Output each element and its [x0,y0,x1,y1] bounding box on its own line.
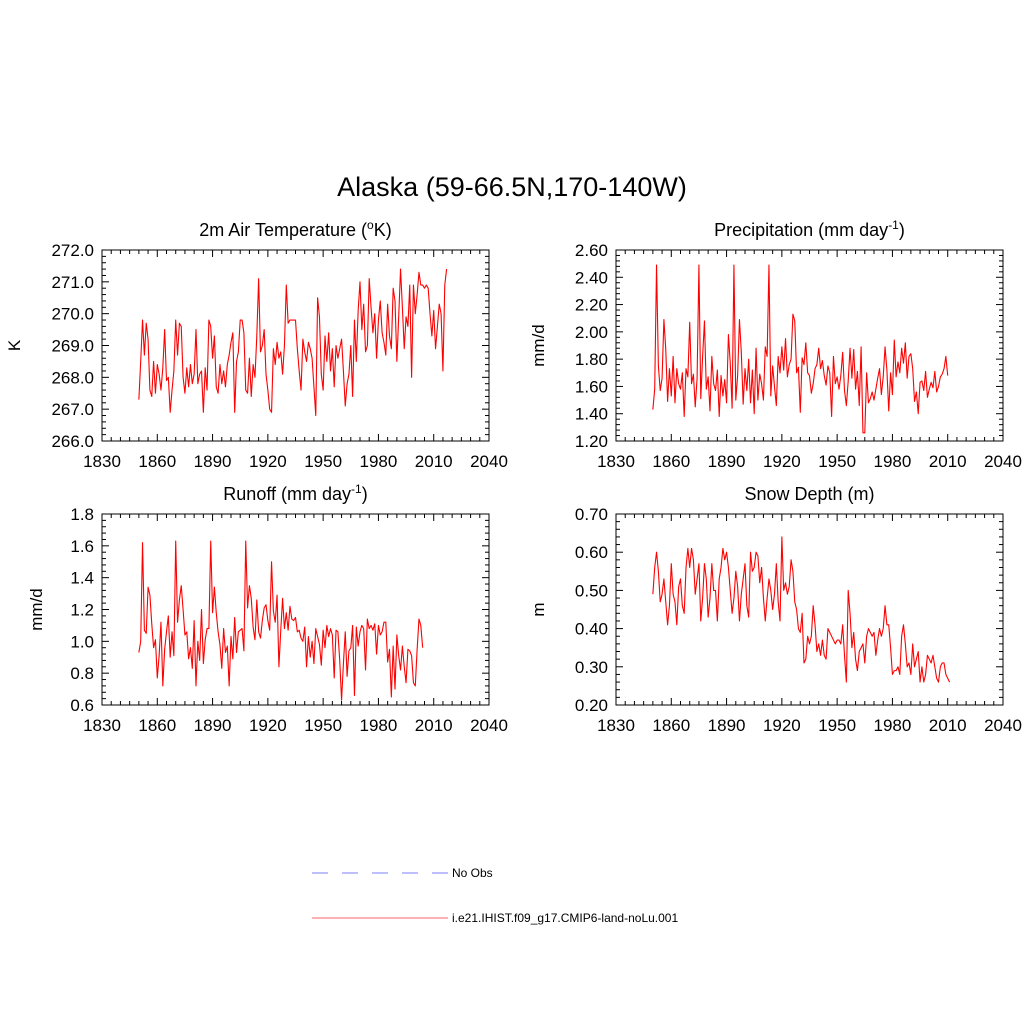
y-tick-label: 0.50 [575,581,608,600]
plot-frame [615,513,1004,706]
plot-frame [615,249,1004,442]
x-tick-label: 1920 [249,716,287,735]
x-tick-label: 1830 [83,452,121,471]
y-axis-label: K [5,339,24,351]
panel-title: Precipitation (mm day-1) [714,218,905,240]
x-tick-label: 1950 [818,452,856,471]
y-tick-label: 0.60 [575,543,608,562]
plot-frame [101,513,490,706]
y-tick-label: 0.20 [575,696,608,715]
x-tick-label: 1950 [818,716,856,735]
x-tick-label: 1980 [874,452,912,471]
x-tick-label: 1890 [194,716,232,735]
series-line [652,536,951,683]
x-tick-label: 1890 [708,716,746,735]
x-tick-label: 1860 [138,716,176,735]
x-tick-label: 1950 [304,716,342,735]
x-tick-label: 2040 [984,452,1022,471]
y-tick-label: 271.0 [51,273,94,292]
panel-title: Snow Depth (m) [744,484,874,504]
chart-panel-3: 1830 1860 1890 1920 1950 1980 2010 2040 0.6 0.8 1.… [27,482,508,735]
legend-label: i.e21.IHIST.f09_g17.CMIP6-land-noLu.001 [452,911,678,925]
x-tick-label: 1860 [138,452,176,471]
x-tick-label: 2010 [415,716,453,735]
x-tick-label: 2040 [984,716,1022,735]
y-tick-label: 1.80 [575,350,608,369]
chart-panel-4: 1830 1860 1890 1920 1950 1980 2010 2040 0.20 0.30… [529,484,1022,735]
y-tick-label: 0.40 [575,620,608,639]
y-tick-label: 267.0 [51,400,94,419]
y-axis-label: mm/d [529,324,548,367]
x-tick-label: 1830 [597,452,635,471]
y-tick-label: 0.30 [575,658,608,677]
y-tick-label: 0.70 [575,505,608,524]
x-tick-label: 1950 [304,452,342,471]
y-tick-label: 1.60 [575,377,608,396]
x-tick-label: 2010 [929,452,967,471]
y-tick-label: 0.6 [70,696,94,715]
panel-title: Runoff (mm day-1) [223,482,367,504]
y-tick-label: 270.0 [51,305,94,324]
x-tick-label: 1830 [597,716,635,735]
y-axis-label: mm/d [27,588,46,631]
x-tick-label: 1920 [249,452,287,471]
series-line [652,264,949,434]
plot-frame [101,249,490,442]
y-tick-label: 272.0 [51,241,94,260]
y-tick-label: 1.4 [70,569,94,588]
panel-title: 2m Air Temperature (oK) [199,218,391,240]
x-tick-label: 1980 [360,452,398,471]
y-tick-label: 2.00 [575,323,608,342]
y-tick-label: 269.0 [51,337,94,356]
y-tick-label: 1.6 [70,537,94,556]
y-tick-label: 268.0 [51,368,94,387]
y-tick-label: 1.20 [575,432,608,451]
x-tick-label: 2040 [470,716,508,735]
y-tick-label: 0.8 [70,664,94,683]
y-axis-label: m [529,602,548,616]
x-tick-label: 1860 [652,452,690,471]
figure-title: Alaska (59-66.5N,170-140W) [337,172,687,202]
x-tick-label: 2010 [415,452,453,471]
x-tick-label: 1920 [763,716,801,735]
y-tick-label: 1.2 [70,601,94,620]
panels: 1830 1860 1890 1920 1950 1980 2010 2040 266.0 267… [5,218,1022,735]
x-tick-label: 2040 [470,452,508,471]
x-tick-label: 1860 [652,716,690,735]
series-line [138,268,448,417]
x-tick-label: 1890 [708,452,746,471]
chart-panel-2: 1830 1860 1890 1920 1950 1980 2010 2040 1.20 1.40… [529,218,1022,471]
y-tick-label: 1.40 [575,405,608,424]
series-line [138,540,424,701]
x-tick-label: 1980 [360,716,398,735]
y-tick-label: 266.0 [51,432,94,451]
x-tick-label: 1980 [874,716,912,735]
y-tick-label: 2.40 [575,268,608,287]
y-tick-label: 2.20 [575,296,608,315]
y-tick-label: 1.8 [70,505,94,524]
x-tick-label: 1920 [763,452,801,471]
chart-panel-1: 1830 1860 1890 1920 1950 1980 2010 2040 266.0 267… [5,218,508,471]
x-tick-label: 1890 [194,452,232,471]
x-tick-label: 1830 [83,716,121,735]
legend: No Obs i.e21.IHIST.f09_g17.CMIP6-land-noL… [312,866,678,925]
x-tick-label: 2010 [929,716,967,735]
legend-label: No Obs [452,866,493,880]
y-tick-label: 2.60 [575,241,608,260]
y-tick-label: 1.0 [70,632,94,651]
